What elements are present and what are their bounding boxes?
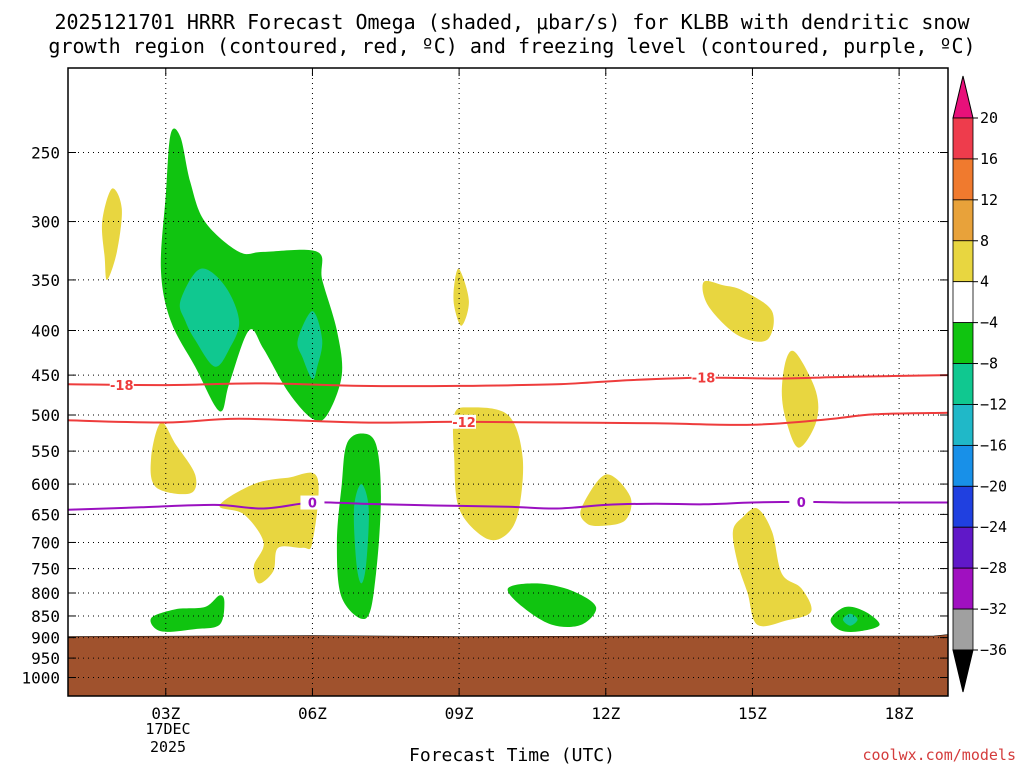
contour-label-bg-1 [452,414,476,429]
colorbar-swatch-12 [952,608,974,651]
x-tick-label-15Z: 15Z [738,704,767,723]
colorbar-label-3: 8 [980,232,989,250]
contour-line-1 [68,411,948,426]
y-tick-label-500: 500 [31,406,60,425]
colorbar-swatch-8 [952,444,974,487]
y-tick-label-750: 750 [31,560,60,579]
omega-region-9 [101,188,122,280]
colorbar-label-12: −32 [980,600,1007,618]
colorbar-label-8: −16 [980,436,1007,454]
omega-region-15 [702,280,774,342]
credit-link[interactable]: coolwx.com/models [862,746,1016,764]
colorbar-swatch-2 [952,199,974,242]
omega-region-16 [781,350,819,448]
y-tick-label-700: 700 [31,533,60,552]
colorbar-under-triangle [952,649,974,693]
contour-line-2 [68,500,948,511]
colorbar-label-11: −28 [980,559,1007,577]
y-tick-label-900: 900 [31,629,60,648]
contour-label-2: -18 [692,372,716,387]
omega-region-12 [453,268,469,326]
contour-label-bg-4 [789,494,814,509]
y-tick-label-550: 550 [31,442,60,461]
colorbar-label-7: −12 [980,395,1007,413]
x-tick-label-18Z: 18Z [885,704,914,723]
y-tick-label-350: 350 [31,271,60,290]
contour-label-3: 0 [308,497,317,512]
colorbar-swatch-9 [952,485,974,528]
y-tick-label-400: 400 [31,322,60,341]
colorbar-swatch-3 [952,240,974,283]
omega-region-1 [179,268,240,367]
contour-label-bg-0 [109,378,134,393]
colorbar-label-13: −36 [980,641,1007,659]
omega-region-0 [160,128,343,422]
y-tick-label-950: 950 [31,649,60,668]
colorbar-swatch-6 [952,363,974,405]
x-tick-label-06Z: 06Z [298,704,327,723]
y-tick-label-850: 850 [31,607,60,626]
omega-region-11 [219,472,319,584]
colorbar-label-6: −8 [980,355,998,373]
x-tick-label-03Z: 03Z [151,704,180,723]
colorbar-swatch-0 [952,117,974,160]
y-tick-label-300: 300 [31,213,60,232]
colorbar-swatch-4 [952,281,974,324]
contour-label-bg-3 [300,495,325,510]
y-tick-label-1000: 1000 [21,669,60,688]
colorbar-label-0: 20 [980,109,998,127]
omega-region-17 [732,508,812,627]
colorbar-swatch-1 [952,158,974,201]
colorbar-label-5: −4 [980,314,998,332]
omega-region-14 [580,474,632,527]
contour-label-1: -12 [452,416,476,431]
omega-region-6 [507,583,597,628]
contour-line-0 [68,374,948,388]
colorbar-label-2: 12 [980,191,998,209]
contour-label-bg-2 [691,370,716,385]
colorbar-label-10: −24 [980,518,1007,536]
omega-region-10 [150,422,197,495]
y-tick-label-650: 650 [31,505,60,524]
colorbar-swatch-11 [952,567,974,610]
colorbar-label-4: 4 [980,273,989,291]
x-date-day: 17DEC [145,720,191,738]
colorbar-swatch-10 [952,526,974,569]
chart-title-line2: growth region (contoured, red, ºC) and f… [48,34,976,58]
y-tick-label-250: 250 [31,144,60,163]
omega-region-2 [297,311,323,380]
y-tick-label-450: 450 [31,366,60,385]
omega-region-4 [353,484,369,584]
x-tick-label-12Z: 12Z [591,704,620,723]
y-tick-label-800: 800 [31,584,60,603]
x-tick-label-09Z: 09Z [445,704,474,723]
y-tick-label-600: 600 [31,475,60,494]
omega-region-8 [842,613,858,626]
contour-label-0: -18 [110,379,134,394]
colorbar-label-1: 16 [980,150,998,168]
chart-title-line1: 2025121701 HRRR Forecast Omega (shaded, … [54,10,970,34]
x-date-year: 2025 [149,738,187,756]
x-axis-label: Forecast Time (UTC) [409,745,615,766]
omega-region-5 [150,595,225,632]
colorbar-swatch-5 [952,322,974,364]
colorbar-over-triangle [952,75,974,119]
ground-terrain [67,634,949,697]
contour-label-4: 0 [797,496,806,511]
colorbar-swatch-7 [952,404,974,446]
plot-frame [67,67,949,697]
colorbar-label-9: −20 [980,477,1007,495]
